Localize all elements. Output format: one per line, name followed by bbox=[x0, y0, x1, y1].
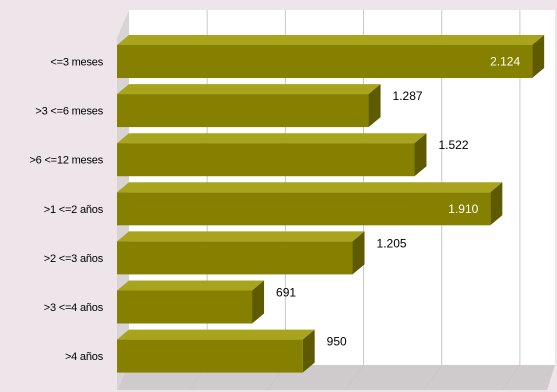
bar-front-face bbox=[117, 290, 253, 324]
value-label: 1.205 bbox=[377, 236, 407, 250]
bar-front-face bbox=[117, 94, 369, 128]
bar-top-face bbox=[117, 280, 265, 291]
value-label: 691 bbox=[276, 286, 296, 300]
value-labels: 2.124 1.287 1.522 1.910 1.205 691 950 bbox=[276, 55, 520, 349]
bar-side-face bbox=[414, 133, 427, 177]
bar bbox=[117, 182, 503, 226]
value-label: 2.124 bbox=[490, 55, 520, 69]
bar-side-face bbox=[352, 231, 365, 275]
bar-top-face bbox=[117, 84, 381, 95]
bar-front-face bbox=[117, 339, 303, 373]
bar bbox=[117, 280, 265, 324]
bar-top-face bbox=[117, 231, 365, 242]
category-labels: <=3 meses >3 <=6 meses >6 <=12 meses >1 <=2… bbox=[29, 57, 103, 364]
gridline bbox=[345, 10, 365, 391]
value-label: 1.910 bbox=[448, 202, 478, 216]
category-label: >1 <=2 años bbox=[44, 204, 104, 216]
bar bbox=[117, 84, 381, 128]
category-label: <=3 meses bbox=[50, 57, 103, 69]
category-label: >3 <=6 meses bbox=[35, 106, 103, 118]
bar-side-face bbox=[302, 329, 315, 373]
category-label: >4 años bbox=[65, 351, 104, 363]
bar-front-face bbox=[117, 192, 491, 226]
value-label: 1.287 bbox=[393, 89, 423, 103]
bar-top-face bbox=[117, 329, 315, 340]
bar-side-face bbox=[532, 35, 545, 78]
bar-top-face bbox=[117, 182, 503, 193]
gridline bbox=[501, 10, 521, 391]
bar-top-face bbox=[117, 133, 427, 144]
bar-top-face bbox=[117, 35, 545, 45]
value-label: 1.522 bbox=[438, 138, 468, 152]
bar-side-face bbox=[368, 84, 381, 128]
gridline bbox=[423, 10, 443, 391]
bar bbox=[117, 35, 545, 78]
category-label: >2 <=3 años bbox=[44, 253, 104, 265]
bar-front-face bbox=[117, 241, 353, 275]
bar-side-face bbox=[252, 280, 265, 324]
bar bbox=[117, 329, 315, 373]
value-label: 950 bbox=[327, 335, 347, 349]
bar-front-face bbox=[117, 45, 533, 78]
category-label: >3 <=4 años bbox=[44, 302, 104, 314]
bar-side-face bbox=[490, 182, 503, 226]
category-label: >6 <=12 meses bbox=[29, 155, 103, 167]
bar-front-face bbox=[117, 143, 415, 177]
bars bbox=[117, 35, 545, 373]
bar bbox=[117, 133, 427, 177]
bar bbox=[117, 231, 365, 275]
